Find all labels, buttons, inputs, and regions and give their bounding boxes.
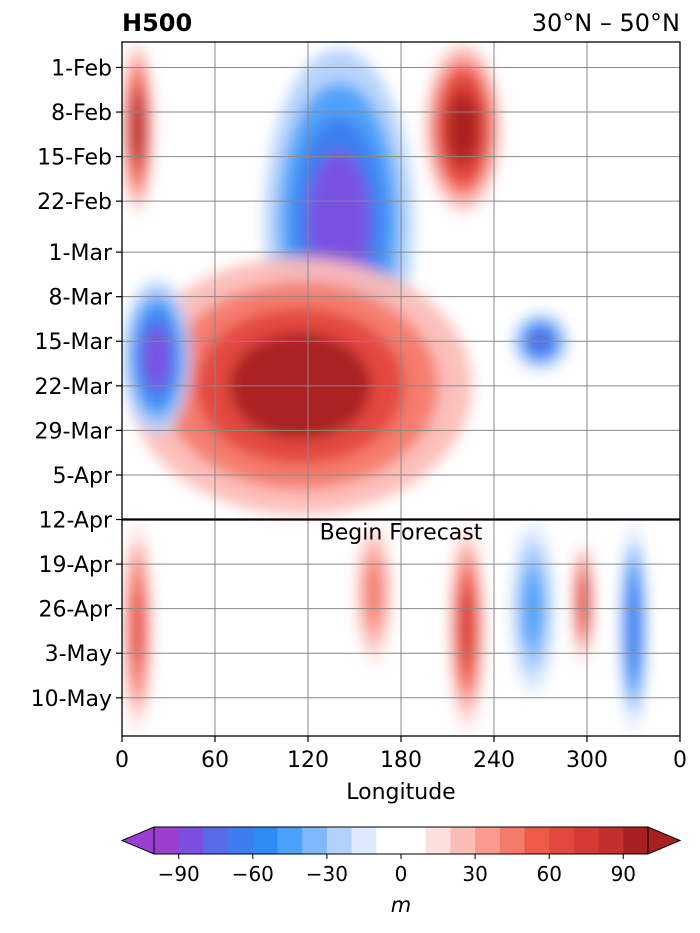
colorbar-segment-12 xyxy=(475,827,501,854)
anomaly-blob-2-level-3 xyxy=(447,93,479,163)
colorbar-segment-17 xyxy=(598,827,624,854)
colorbar-segment-3 xyxy=(228,827,254,854)
anomaly-blob-6-level-3 xyxy=(459,584,475,672)
y-tick-label-9: 5-Apr xyxy=(52,464,112,489)
anomaly-blob-4-level-3 xyxy=(142,325,171,389)
x-axis-label: Longitude xyxy=(346,780,455,805)
colorbar-segment-9 xyxy=(376,827,427,854)
colorbar-segment-11 xyxy=(450,827,476,854)
colorbar: −90 −60 −30 0 30 60 90 xyxy=(120,826,682,886)
forecast-annotation: Begin Forecast xyxy=(320,521,483,546)
colorbar-segment-13 xyxy=(499,827,525,854)
y-tick-label-2: 15-Feb xyxy=(37,146,112,171)
y-axis: 1-Feb 8-Feb 15-Feb 22-Feb 1-Mar 8-Mar 15-Mar 22… xyxy=(31,56,122,712)
y-tick-label-7: 22-Mar xyxy=(35,375,113,400)
y-tick-label-13: 3-May xyxy=(45,642,112,667)
x-tick-label-3: 180 xyxy=(380,748,422,773)
y-tick-label-1: 8-Feb xyxy=(51,101,112,126)
y-tick-label-3: 22-Feb xyxy=(37,190,112,215)
colorbar-segment-18 xyxy=(623,827,649,854)
x-tick-label-4: 240 xyxy=(473,748,515,773)
anomaly-blob-10-level-3 xyxy=(131,584,144,672)
colorbar-tick-label-3: 0 xyxy=(395,862,408,886)
x-tick-label-2: 120 xyxy=(287,748,329,773)
plot-area xyxy=(122,42,680,736)
y-tick-label-10: 12-Apr xyxy=(38,509,112,534)
colorbar-tick-label-1: −60 xyxy=(232,862,274,886)
colorbar-segment-8 xyxy=(351,827,377,854)
y-tick-label-12: 26-Apr xyxy=(38,598,112,623)
anomaly-blob-0-level-3 xyxy=(131,93,144,163)
colorbar-tick-label-4: 30 xyxy=(462,862,487,886)
x-tick-label-6: 0 xyxy=(673,748,687,773)
x-tick-label-5: 300 xyxy=(566,748,608,773)
y-tick-label-14: 10-May xyxy=(31,687,112,712)
region-label: 30°N – 50°N xyxy=(532,9,680,37)
colorbar-segment-10 xyxy=(425,827,451,854)
colorbar-segment-15 xyxy=(549,827,575,854)
colorbar-segment-7 xyxy=(326,827,353,854)
y-tick-label-4: 1-Mar xyxy=(49,241,113,266)
colorbar-extend-high xyxy=(647,826,682,855)
colorbar-segment-0 xyxy=(154,827,180,854)
colorbar-segment-1 xyxy=(178,827,204,854)
y-tick-label-8: 29-Mar xyxy=(35,419,113,444)
colorbar-segment-16 xyxy=(573,827,600,854)
y-tick-label-11: 19-Apr xyxy=(38,553,112,578)
anomaly-blob-8-level-3 xyxy=(627,584,640,672)
colorbar-segment-14 xyxy=(524,827,550,854)
colorbar-label: m xyxy=(391,893,411,917)
colorbar-tick-label-0: −90 xyxy=(158,862,200,886)
colorbar-segment-6 xyxy=(302,827,328,854)
x-axis: 0 60 120 180 240 300 0 xyxy=(115,736,687,773)
colorbar-tick-label-5: 60 xyxy=(536,862,561,886)
colorbar-tick-label-2: −30 xyxy=(306,862,348,886)
colorbar-extend-low xyxy=(120,826,155,855)
anomaly-blob-7-level-3 xyxy=(578,576,588,628)
colorbar-segment-5 xyxy=(277,827,303,854)
colorbar-segment-4 xyxy=(252,827,278,854)
y-tick-label-5: 8-Mar xyxy=(49,286,113,311)
y-tick-label-0: 1-Feb xyxy=(51,56,112,81)
colorbar-tick-label-6: 90 xyxy=(611,862,636,886)
x-tick-label-1: 60 xyxy=(201,748,229,773)
x-tick-label-0: 0 xyxy=(115,748,129,773)
y-tick-label-6: 15-Mar xyxy=(35,330,113,355)
anomaly-blob-11-level-3 xyxy=(366,563,382,623)
colorbar-segment-2 xyxy=(203,827,229,854)
chart-title: H500 xyxy=(122,9,192,37)
